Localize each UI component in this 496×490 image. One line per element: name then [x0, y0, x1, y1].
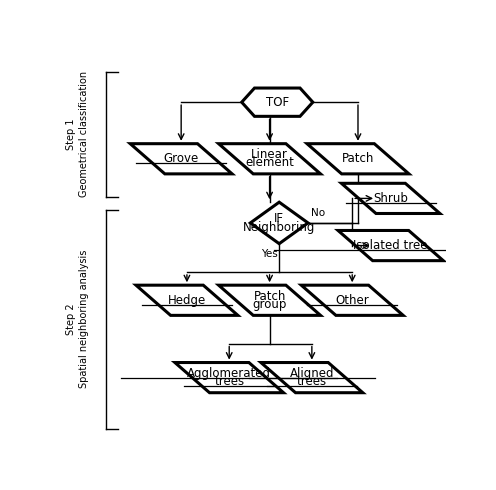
Polygon shape — [242, 88, 313, 116]
Text: Aligned: Aligned — [290, 367, 334, 380]
Text: Other: Other — [335, 294, 369, 307]
Polygon shape — [136, 285, 238, 316]
Polygon shape — [338, 230, 443, 261]
Text: Agglomerated: Agglomerated — [187, 367, 271, 380]
Text: Step 1
Geometrical classification: Step 1 Geometrical classification — [66, 71, 89, 197]
Text: Patch: Patch — [342, 152, 374, 165]
Polygon shape — [219, 285, 320, 316]
Text: group: group — [252, 298, 287, 311]
Polygon shape — [130, 144, 232, 174]
Polygon shape — [219, 144, 320, 174]
Text: Linear: Linear — [251, 148, 288, 161]
Text: Hedge: Hedge — [168, 294, 206, 307]
Text: IF: IF — [274, 212, 284, 225]
Text: trees: trees — [214, 375, 244, 388]
Text: trees: trees — [297, 375, 327, 388]
Polygon shape — [301, 285, 403, 316]
Polygon shape — [175, 363, 284, 392]
Text: Grove: Grove — [164, 152, 199, 165]
Text: element: element — [245, 156, 294, 170]
Polygon shape — [341, 183, 440, 214]
Polygon shape — [250, 202, 308, 244]
Text: Isolated tree: Isolated tree — [354, 239, 428, 252]
Text: Step 2
Spatial neighboring analysis: Step 2 Spatial neighboring analysis — [66, 250, 89, 388]
Text: No: No — [311, 208, 325, 219]
Text: TOF: TOF — [266, 96, 289, 109]
Polygon shape — [307, 144, 409, 174]
Text: Yes: Yes — [261, 249, 277, 259]
Text: Patch: Patch — [253, 290, 286, 303]
Text: Neighboring: Neighboring — [243, 220, 315, 234]
Polygon shape — [261, 363, 363, 392]
Text: Shrub: Shrub — [373, 192, 408, 205]
